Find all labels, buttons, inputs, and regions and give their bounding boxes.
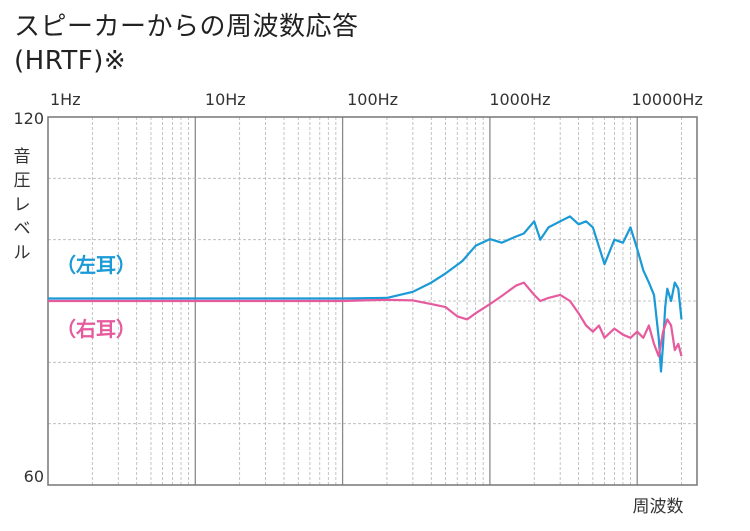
x-tick-label: 100Hz: [347, 90, 398, 109]
y-tick-label-top: 120: [13, 109, 44, 128]
chart-subtitle: (HRTF)※: [14, 46, 127, 76]
legend-left-ear: （左耳）: [56, 253, 136, 277]
series-left-ear-line: [48, 215, 683, 373]
chart-title: スピーカーからの周波数応答: [14, 12, 359, 42]
series-right-ear-line: [48, 281, 683, 358]
y-axis-label: 音圧レベル: [14, 147, 31, 263]
x-tick-label: 1Hz: [50, 90, 81, 109]
x-axis-label: 周波数: [633, 497, 684, 517]
y-tick-label-bottom: 60: [24, 467, 44, 486]
x-tick-label: 10000Hz: [632, 90, 703, 109]
legend-right-ear: （右耳）: [56, 317, 136, 341]
x-tick-labels: 1Hz 10Hz 100Hz 1000Hz 10000Hz: [50, 90, 703, 109]
y-tick-labels: 120 60: [13, 109, 44, 486]
x-tick-label: 10Hz: [205, 90, 246, 109]
x-tick-label: 1000Hz: [489, 90, 550, 109]
